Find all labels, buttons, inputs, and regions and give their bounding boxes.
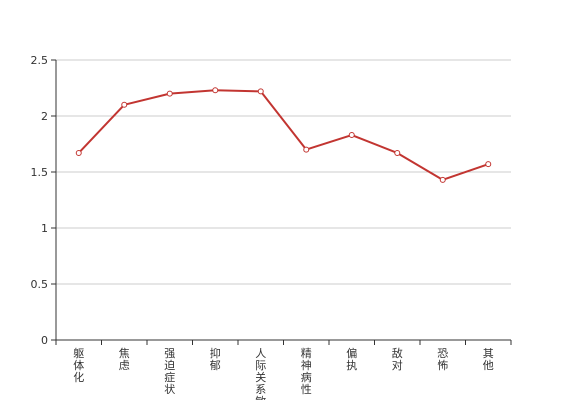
series-line [78,89,489,181]
y-tick-label: 2.5 [31,54,49,67]
axes [51,59,512,345]
y-tick-label: 0 [41,334,48,347]
x-tick-label: 恐怖 [437,347,448,372]
x-tick-label-char: 迫 [164,358,175,372]
x-tick-label-char: 系 [255,383,266,396]
x-tick-label-char: 体 [73,358,84,372]
x-tick-label: 躯体化 [73,347,84,384]
y-tick-label: 1 [41,222,48,235]
y-tick-label: 2 [41,110,48,123]
x-tick-label-char: 化 [73,370,84,384]
x-tick-label: 偏执 [346,346,357,372]
x-tick-label-char: 性 [301,382,312,396]
x-tick-label-char: 对 [392,358,403,372]
data-point [166,90,173,97]
x-tick-label-char: 敌 [392,346,403,360]
data-point [439,176,446,183]
x-tick-label: 人际关系敏感 [255,347,266,400]
x-tick-label-char: 虑 [119,359,130,372]
x-tick-label: 其他 [483,347,494,372]
x-tick-label-char: 躯 [73,347,84,360]
x-tick-label-char: 他 [483,359,494,372]
data-point [212,87,219,94]
x-tick-label: 敌对 [392,346,403,372]
grid-lines [56,59,511,285]
data-point [121,101,128,108]
data-point [257,88,264,95]
x-tick-label-char: 郁 [210,358,221,372]
x-tick-label-char: 偏 [346,346,357,360]
x-tick-label-char: 际 [255,359,266,372]
x-tick-label-char: 强 [164,347,175,360]
x-tick-label-char: 抑 [210,346,221,360]
x-tick-label-char: 敏 [255,394,266,400]
x-tick-label: 抑郁 [210,346,221,372]
data-point [75,149,82,156]
x-tick-label-char: 病 [301,370,312,384]
x-tick-label: 精神病性 [301,347,312,396]
data-point [348,132,355,139]
x-tick-label-char: 执 [346,358,357,372]
series-line-path [78,89,489,181]
x-tick-label-char: 症 [164,370,175,384]
y-tick-label: 1.5 [31,166,49,179]
x-tick-label-char: 怖 [437,358,448,372]
y-tick-label: 0.5 [31,278,49,291]
x-tick-label-char: 其 [483,347,494,360]
x-tick-label: 焦虑 [119,347,130,372]
data-point [394,149,401,156]
x-axis-tick-labels: 躯体化 焦虑 强迫症状 抑郁 人际关系敏感 精神病性 偏执 敌对 恐怖 其他 [73,346,494,404]
x-tick-label-char: 神 [301,358,312,372]
data-point [303,146,310,153]
x-tick-label-char: 人 [255,347,266,360]
x-tick-label-char: 关 [255,370,266,384]
data-points [75,87,492,183]
x-tick-label-char: 焦 [119,347,130,360]
x-tick-label-char: 恐 [437,347,448,360]
y-axis-tick-labels: 0 0.5 1 1.5 2 2.5 [31,54,49,347]
data-point [485,161,492,168]
x-tick-label-char: 精 [301,347,312,360]
x-tick-label-char: 状 [164,382,175,396]
x-tick-label: 强迫症状 [164,347,175,396]
